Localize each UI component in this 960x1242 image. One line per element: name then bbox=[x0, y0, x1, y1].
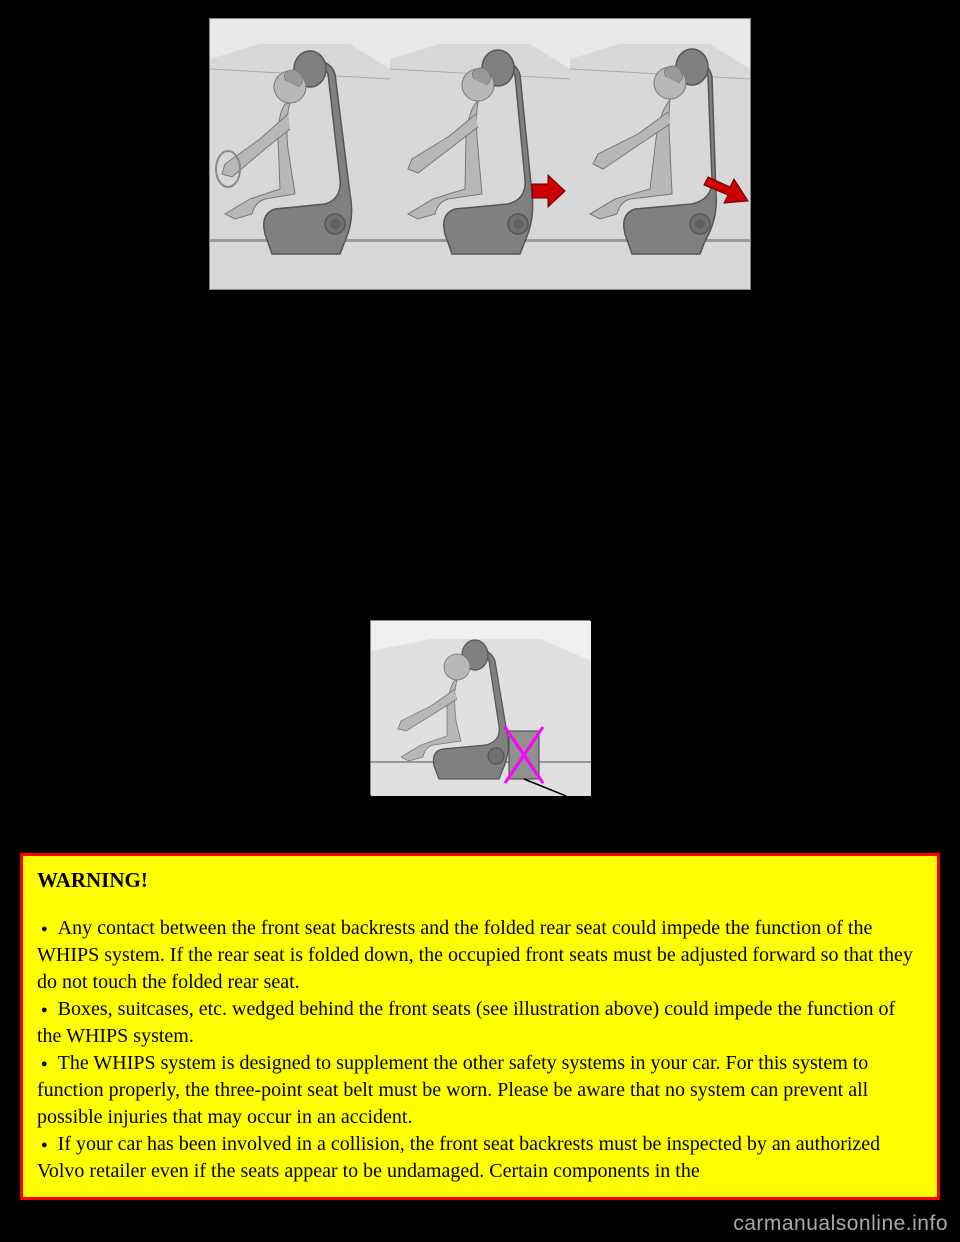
warning-box: WARNING! Any contact between the front s… bbox=[20, 853, 940, 1200]
seat-panel-1 bbox=[210, 19, 390, 289]
illustration-frame bbox=[209, 18, 751, 290]
seat-panel-2 bbox=[390, 19, 570, 289]
box-behind-seat-illustration bbox=[0, 620, 960, 795]
warning-item: If your car has been involved in a colli… bbox=[37, 1131, 923, 1185]
warning-title: WARNING! bbox=[37, 868, 923, 893]
warning-item: Any contact between the front seat backr… bbox=[37, 915, 923, 996]
watermark: carmanualsonline.info bbox=[733, 1212, 948, 1236]
warning-item: The WHIPS system is designed to suppleme… bbox=[37, 1050, 923, 1131]
seat-panel-3 bbox=[570, 19, 750, 289]
warning-item: Boxes, suitcases, etc. wedged behind the… bbox=[37, 996, 923, 1050]
warning-list: Any contact between the front seat backr… bbox=[37, 915, 923, 1185]
small-illustration-frame bbox=[370, 620, 590, 795]
whips-sequence-illustration bbox=[0, 0, 960, 290]
